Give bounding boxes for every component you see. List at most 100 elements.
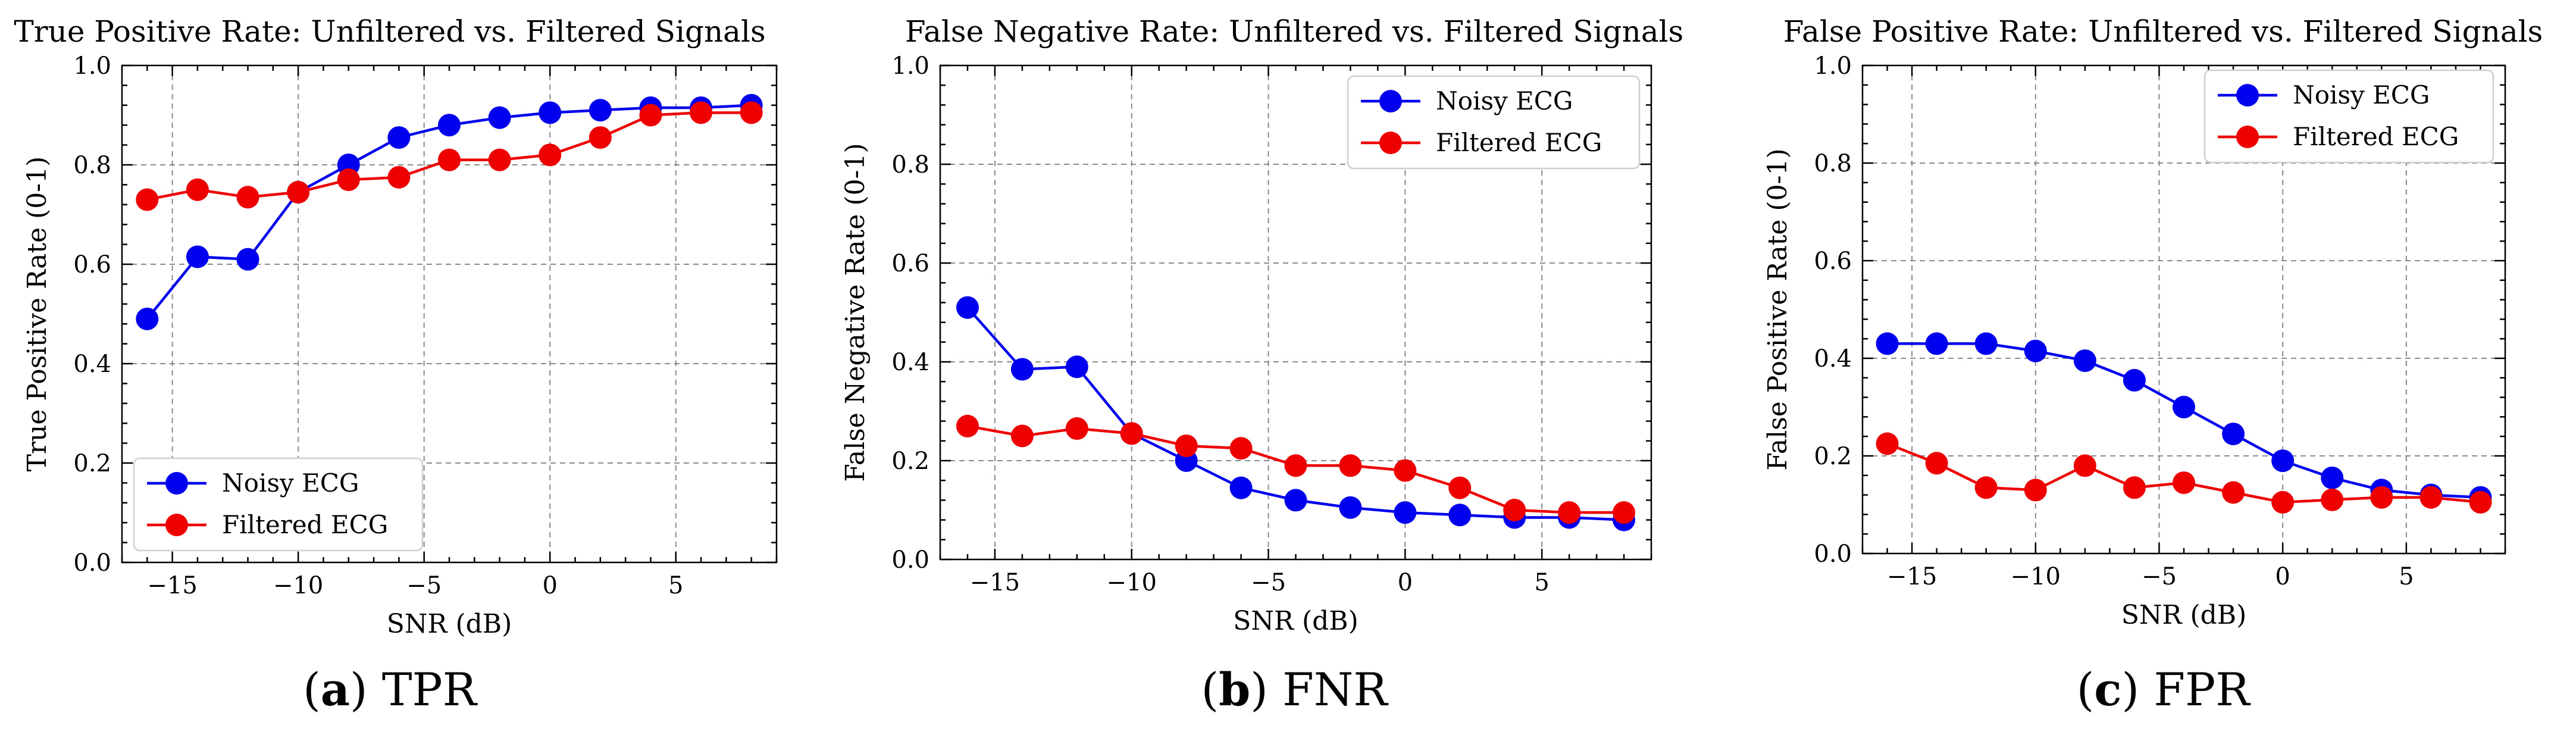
panel-b-y-tick-label: 0.8	[891, 151, 929, 179]
panel-c-series-filtered-point	[2123, 476, 2146, 499]
panel-b-series-filtered-point	[1010, 424, 1034, 448]
panel-a-title: True Positive Rate: Unfiltered vs. Filte…	[14, 14, 765, 49]
panel-c-series-noisy-point	[1876, 332, 1899, 355]
panel-c-series-filtered-point	[2321, 488, 2344, 511]
panel-b-x-axis-label: SNR (dB)	[1233, 606, 1359, 636]
panel-b-plot-frame	[939, 64, 1652, 561]
panel-c-x-tick-label: −10	[2011, 563, 2061, 590]
panel-c-x-tick-label: 5	[2399, 563, 2414, 590]
panel-a-series-filtered-point	[337, 168, 360, 192]
panel-c-series-filtered-point	[2271, 490, 2295, 514]
panel-c-caption-text: FPR	[2154, 663, 2251, 716]
panel-a-x-tick-label: 5	[668, 572, 683, 599]
panel-c-series-noisy-point	[2024, 339, 2047, 362]
panel-a-series-filtered-point	[387, 165, 411, 189]
panel-a-y-tick-label: 0.8	[73, 152, 111, 179]
panel-c-y-tick-label: 0.2	[1814, 443, 1852, 470]
panel-a-caption-letter: a	[321, 663, 350, 716]
panel-a-series-filtered-point	[690, 101, 713, 124]
panel-a-y-axis-label: True Positive Rate (0-1)	[22, 157, 52, 472]
panel-b-series-noisy-point	[1284, 489, 1307, 512]
panel-c-y-tick-label: 0.0	[1814, 540, 1852, 568]
panel-a-y-tick-label: 0.4	[73, 351, 111, 378]
panel-c-series-noisy-point	[2222, 423, 2245, 446]
panel-c-series-filtered-point	[1925, 452, 1948, 475]
panel-b-series-noisy-point	[1448, 504, 1472, 527]
panel-b-series-filtered-point	[1339, 454, 1362, 477]
panel-c-series-filtered-point	[2222, 481, 2245, 504]
panel-c-series-noisy-point	[2271, 449, 2295, 473]
panel-b-x-tick-label: −10	[1107, 569, 1157, 596]
panel-c-caption: (c) FPR	[2077, 663, 2252, 716]
panel-b-legend-box	[1347, 75, 1641, 170]
panel-b-series-filtered-point	[1065, 417, 1088, 440]
panel-a-series-filtered-point	[438, 148, 461, 171]
panel-a-legend-noisy-marker	[165, 472, 188, 495]
panel-a-legend-filtered-label: Filtered ECG	[222, 510, 388, 539]
panel-a-series-filtered-point	[589, 126, 612, 149]
panel-a-caption-text: TPR	[382, 663, 478, 716]
panel-b: False Negative Rate: Unfiltered vs. Filt…	[840, 14, 1683, 716]
panel-a: True Positive Rate: Unfiltered vs. Filte…	[14, 14, 778, 716]
panel-c-legend-filtered-marker	[2236, 126, 2259, 148]
panel-c-legend-filtered-label: Filtered ECG	[2293, 122, 2459, 151]
panel-b-series-filtered-point	[1394, 459, 1417, 482]
panel-b-y-tick-label: 0.4	[891, 349, 929, 376]
panel-c-plot-frame	[1861, 64, 2506, 555]
panel-c-title: False Positive Rate: Unfiltered vs. Filt…	[1783, 14, 2543, 49]
panel-a-series-filtered-point	[740, 101, 763, 124]
panel-b-legend-noisy-marker	[1379, 90, 1402, 112]
panel-b-plot: −15 −10 −5 0 5 0.0 0.2 0.4 0.6 0.8 1.0 SNR (dB) Fals…	[840, 52, 1652, 636]
panel-a-y-tick-label: 0.6	[73, 251, 111, 279]
panel-b-series-noisy-point	[1229, 476, 1253, 499]
panel-c-series-noisy-point	[1974, 332, 1998, 355]
panel-c-plot: −15 −10 −5 0 5 0.0 0.2 0.4 0.6 0.8 1.0 SNR (dB) Fals…	[1763, 52, 2506, 630]
panel-b-legend-filtered-label: Filtered ECG	[1436, 128, 1602, 157]
panel-a-x-tick-label: −10	[273, 572, 323, 599]
panel-a-series-noisy-point	[438, 114, 461, 137]
panel-b-series-filtered-point	[1503, 499, 1526, 521]
panel-c-legend-box	[2203, 69, 2494, 164]
panel-c-x-tick-label: −15	[1887, 563, 1937, 590]
panel-c-legend-noisy-marker	[2236, 84, 2259, 107]
panel-a-caption: (a) TPR	[303, 663, 478, 716]
panel-a-x-axis-label: SNR (dB)	[387, 609, 512, 639]
panel-a-series-filtered-point	[136, 188, 159, 211]
panel-a-legend-box	[133, 457, 424, 552]
panel-c-series-filtered-point	[2173, 471, 2195, 495]
panel-c: False Positive Rate: Unfiltered vs. Filt…	[1763, 14, 2543, 716]
panel-b-series-filtered-point	[956, 414, 979, 437]
panel-b-y-tick-label: 1.0	[891, 52, 929, 80]
panel-a-series-noisy-point	[539, 101, 562, 124]
panel-a-legend-filtered-marker	[165, 514, 188, 536]
panel-b-series-filtered-point	[1284, 454, 1307, 477]
panel-c-series-filtered-point	[2073, 454, 2096, 477]
panel-b-title: False Negative Rate: Unfiltered vs. Filt…	[905, 14, 1683, 49]
panel-a-series-noisy-point	[488, 106, 511, 129]
panel-a-series-filtered-point	[539, 143, 562, 167]
panel-c-caption-letter: c	[2094, 663, 2121, 716]
panel-c-series-filtered-point	[1974, 476, 1998, 499]
panel-b-series-filtered-point	[1229, 437, 1253, 460]
panel-b-x-tick-label: −15	[970, 569, 1020, 596]
panel-c-series-filtered-point	[2420, 486, 2443, 509]
panel-b-series-filtered-point	[1175, 434, 1198, 458]
panel-c-x-axis-label: SNR (dB)	[2121, 600, 2247, 630]
panel-c-y-tick-label: 0.6	[1814, 248, 1852, 275]
panel-a-y-tick-label: 0.0	[73, 549, 111, 577]
panel-b-series-filtered-point	[1613, 501, 1636, 524]
panel-a-y-tick-label: 1.0	[73, 52, 111, 80]
panel-b-series-noisy-point	[1394, 501, 1417, 524]
panel-a-x-tick-label: −15	[147, 572, 197, 599]
panel-a-series-noisy-point	[186, 245, 209, 268]
panel-a-plot-frame	[121, 64, 778, 564]
panel-c-legend-noisy-label: Noisy ECG	[2293, 80, 2430, 110]
panel-b-y-tick-label: 0.6	[891, 250, 929, 277]
panel-b-x-tick-label: −5	[1251, 569, 1286, 596]
panel-c-y-tick-label: 0.4	[1814, 345, 1852, 373]
panel-a-series-filtered-point	[639, 104, 662, 127]
panel-a-plot: −15 −10 −5 0 5 0.0 0.2 0.4 0.6 0.8 1.0 SNR (dB) True…	[22, 52, 778, 639]
panel-a-legend-noisy-label: Noisy ECG	[222, 468, 359, 498]
panel-c-series-filtered-point	[2024, 479, 2047, 502]
panel-b-series-noisy-point	[1010, 358, 1034, 381]
